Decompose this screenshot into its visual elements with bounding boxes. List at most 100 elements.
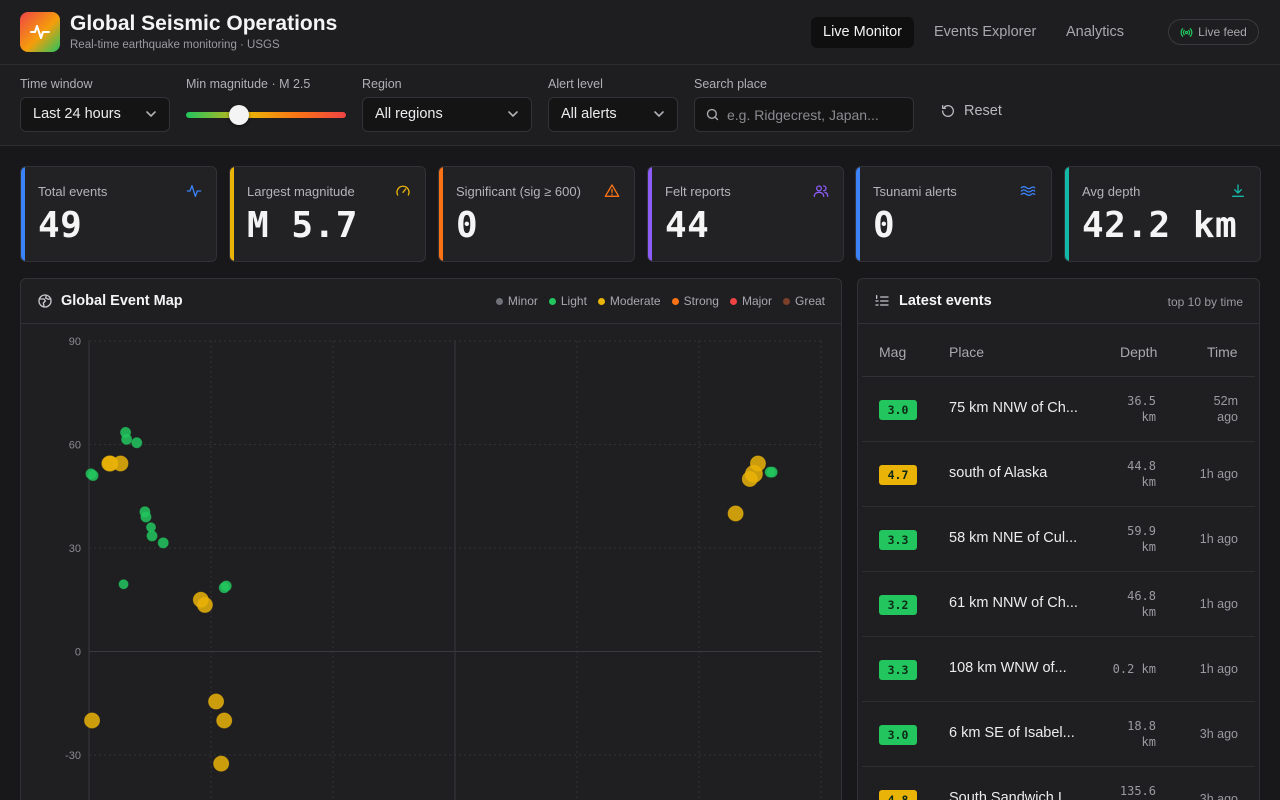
legend-label: Minor (507, 294, 538, 308)
legend-item-light: Light (548, 294, 587, 308)
map-points (84, 426, 778, 772)
events-panel-header: Latest events top 10 by time (858, 279, 1259, 324)
event-time-line: 1h ago (1199, 597, 1238, 611)
search-icon (706, 108, 719, 121)
kpi-label: Significant (sig ≥ 600) (456, 184, 581, 199)
event-marker[interactable] (213, 755, 230, 772)
magnitude-badge: 3.2 (879, 595, 917, 615)
table-row[interactable]: 3.3 108 km WNW of... 0.2 km 1h ago (862, 637, 1255, 702)
kpi-value: M 5.7 (247, 205, 358, 246)
event-depth: 44.8 km (1096, 458, 1156, 490)
table-row[interactable]: 3.2 61 km NNW of Ch... 46.8 km 1h ago (862, 572, 1255, 637)
reset-button[interactable]: Reset (940, 103, 1002, 119)
event-depth-line: km (1141, 410, 1156, 424)
gauge-icon (396, 185, 410, 196)
table-row[interactable]: 4.7 south of Alaska 44.8 km 1h ago (862, 442, 1255, 507)
event-marker[interactable] (140, 511, 152, 523)
legend-item-minor: Minor (495, 294, 538, 308)
magnitude-slider-track[interactable] (186, 112, 346, 118)
col-time[interactable]: Time (1207, 344, 1238, 360)
event-time-line: 1h ago (1199, 532, 1238, 546)
legend-dot (495, 297, 503, 305)
kpi-felt-reports: Felt reports 44 (647, 166, 844, 262)
table-row[interactable]: 3.0 75 km NNW of Ch... 36.5 km 52m ago (862, 377, 1255, 442)
event-depth-line: km (1141, 735, 1156, 749)
event-marker[interactable] (208, 693, 225, 710)
tab-events-explorer[interactable]: Events Explorer (934, 24, 1037, 40)
event-marker[interactable] (118, 579, 129, 590)
chevron-down-icon (508, 111, 518, 118)
event-place: south of Alaska (949, 465, 1048, 481)
alert-level-select[interactable]: All alerts (548, 97, 678, 132)
event-place: 6 km SE of Isabel... (949, 725, 1075, 741)
event-depth: 36.5 km (1096, 393, 1156, 425)
event-depth-line: 0.2 km (1112, 662, 1156, 676)
tab-live-monitor[interactable]: Live Monitor (811, 17, 914, 48)
kpi-label: Avg depth (1082, 184, 1141, 199)
event-marker[interactable] (749, 455, 766, 472)
col-depth[interactable]: Depth (1120, 344, 1158, 360)
magnitude-badge: 3.3 (879, 530, 917, 550)
col-place[interactable]: Place (949, 344, 985, 360)
kpi-accent (856, 167, 860, 261)
event-marker[interactable] (146, 530, 158, 542)
event-place: 108 km WNW of... (949, 660, 1067, 676)
legend-dot (729, 297, 737, 305)
event-depth: 18.8 km (1096, 718, 1156, 750)
event-time-line: 52m (1213, 394, 1238, 408)
search-box (694, 97, 914, 132)
event-marker[interactable] (84, 712, 101, 729)
event-marker[interactable] (766, 466, 778, 478)
chevron-down-icon (146, 111, 156, 118)
legend-label: Strong (683, 294, 719, 308)
col-mag[interactable]: Mag (879, 344, 907, 360)
y-tick-label: 30 (69, 543, 81, 555)
time-window-select[interactable]: Last 24 hours (20, 97, 170, 132)
event-time-line: 3h ago (1199, 792, 1238, 800)
event-marker[interactable] (216, 712, 233, 729)
search-input[interactable] (727, 98, 907, 131)
download-icon (1232, 184, 1244, 197)
kpi-value: 0 (873, 205, 896, 246)
event-depth-line: km (1141, 475, 1156, 489)
events-subtitle: top 10 by time (1167, 295, 1243, 309)
table-row[interactable]: 3.0 6 km SE of Isabel... 18.8 km 3h ago (862, 702, 1255, 767)
magnitude-badge: 3.3 (879, 660, 917, 680)
kpi-value: 42.2 km (1082, 205, 1238, 246)
event-marker[interactable] (112, 455, 129, 472)
event-marker[interactable] (727, 505, 744, 522)
event-marker[interactable] (121, 433, 133, 445)
table-row[interactable]: 4.8 South Sandwich I... 135.6km 3h ago (862, 767, 1255, 800)
region-select[interactable]: All regions (362, 97, 532, 132)
events-title: Latest events (899, 293, 992, 309)
event-marker[interactable] (157, 537, 169, 549)
events-table-header: Mag Place Depth Time (862, 325, 1255, 377)
magnitude-slider-thumb[interactable] (229, 105, 249, 125)
event-depth-line: 18.8 (1127, 719, 1156, 733)
table-row[interactable]: 3.3 58 km NNE of Cul... 59.9 km 1h ago (862, 507, 1255, 572)
y-tick-label: -30 (65, 750, 81, 762)
tab-analytics[interactable]: Analytics (1066, 24, 1125, 40)
app-header: Global Seismic Operations Real-time eart… (0, 0, 1280, 65)
event-marker[interactable] (196, 596, 213, 613)
live-feed-toggle[interactable]: Live feed (1168, 19, 1259, 45)
event-marker[interactable] (146, 522, 157, 533)
global-event-map-panel: Global Event Map Minor Light Moderate St… (20, 278, 842, 800)
event-marker[interactable] (87, 470, 99, 482)
app-logo (20, 12, 60, 52)
map-y-ticks: 90 60 30 0 -30 (65, 336, 81, 762)
event-depth-line: 44.8 (1127, 459, 1156, 473)
kpi-accent (648, 167, 652, 261)
kpi-value: 44 (665, 205, 710, 246)
event-marker[interactable] (220, 580, 232, 592)
event-time: 1h ago (1188, 661, 1238, 677)
reset-icon (942, 105, 954, 117)
event-scatter-map[interactable]: 90 60 30 0 -30 (21, 325, 842, 800)
alert-level-value: All alerts (561, 106, 617, 122)
legend-item-strong: Strong (671, 294, 719, 308)
legend-label: Great (794, 294, 825, 308)
event-marker[interactable] (131, 437, 143, 449)
filter-bar: Time window Last 24 hours Min magnitude … (0, 65, 1280, 146)
legend-item-great: Great (782, 294, 825, 308)
live-feed-label: Live feed (1198, 25, 1247, 39)
